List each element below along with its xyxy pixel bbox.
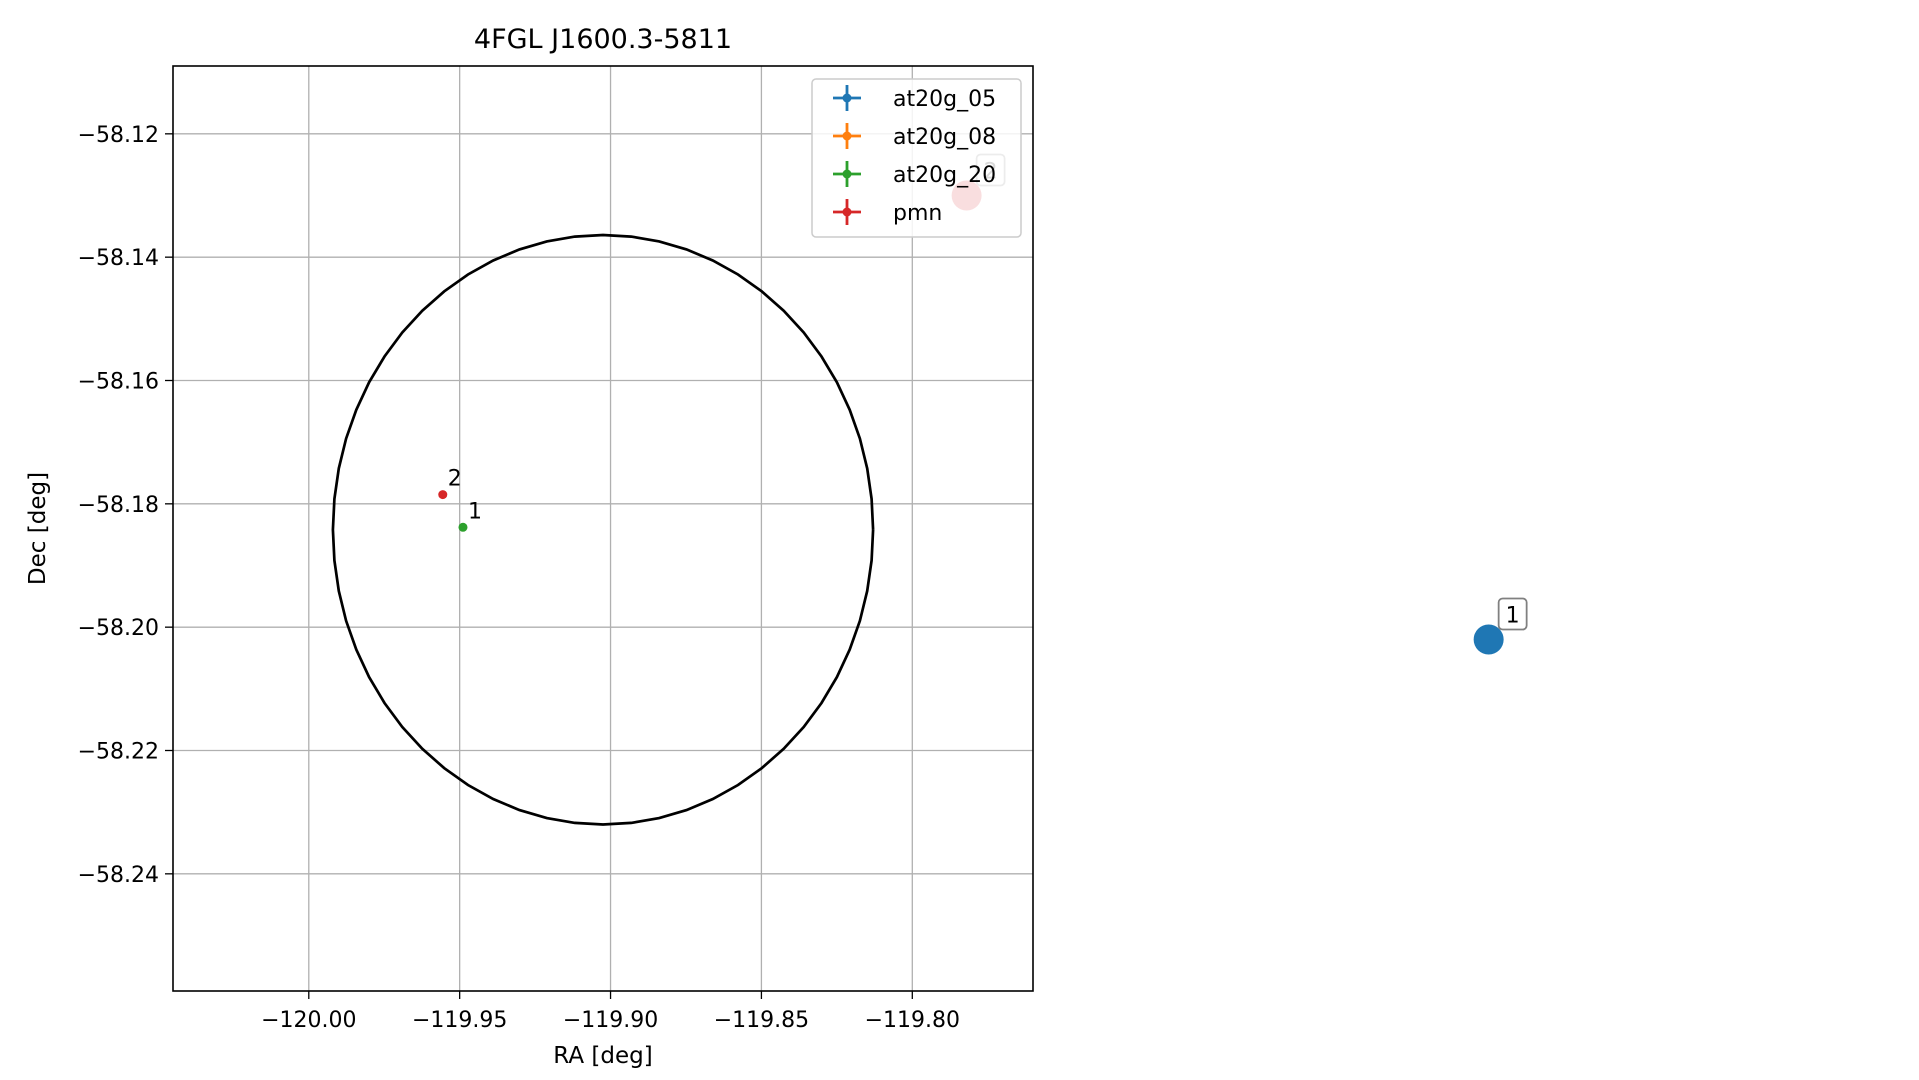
- plot-frame: [172, 65, 1034, 992]
- y-axis-label: Dec [deg]: [25, 472, 51, 585]
- outside-markers: 21: [951, 153, 1528, 655]
- y-tick-label: −58.12: [78, 123, 159, 148]
- x-tick-label: −120.00: [261, 1008, 356, 1033]
- outside-marker: [1473, 624, 1504, 655]
- grid: [173, 66, 1033, 991]
- y-tick-label: −58.22: [78, 740, 159, 765]
- legend-marker: [842, 207, 852, 217]
- legend-box: [811, 78, 1022, 238]
- point-label: 2: [448, 467, 462, 492]
- y-axis-ticks: −58.12 −58.14 −58.16 −58.18 −58.20 −58.22 −58.…: [78, 123, 173, 888]
- x-tick-label: −119.85: [714, 1008, 809, 1033]
- chart-title: 4FGL J1600.3-5811: [474, 24, 732, 55]
- source-point-at20g_20: [458, 522, 468, 532]
- x-axis-ticks: −120.00 −119.95 −119.90 −119.85 −119.80: [261, 991, 960, 1033]
- x-tick-label: −119.80: [865, 1008, 960, 1033]
- legend-label: at20g_20: [893, 163, 996, 188]
- y-tick-label: −58.14: [78, 246, 159, 271]
- localization-ellipse-group: [331, 233, 875, 826]
- y-tick-label: −58.16: [78, 370, 159, 395]
- legend-marker: [842, 93, 852, 103]
- x-tick-label: −119.95: [412, 1008, 507, 1033]
- y-tick-label: −58.18: [78, 493, 159, 518]
- y-tick-label: −58.20: [78, 616, 159, 641]
- x-tick-label: −119.90: [563, 1008, 658, 1033]
- outside-marker-label: 1: [1506, 604, 1520, 629]
- legend-marker: [842, 131, 852, 141]
- legend-marker: [842, 169, 852, 179]
- x-axis-label: RA [deg]: [553, 1043, 652, 1069]
- localization-ellipse: [331, 233, 875, 826]
- outside-marker-label-box: [1497, 597, 1528, 631]
- source-point-pmn: [438, 490, 448, 500]
- legend-label: at20g_08: [893, 125, 996, 150]
- y-tick-label: −58.24: [78, 863, 159, 888]
- data-points: 12: [438, 467, 482, 532]
- legend-label: pmn: [893, 201, 942, 226]
- legend-label: at20g_05: [893, 87, 996, 112]
- point-label: 1: [468, 499, 482, 524]
